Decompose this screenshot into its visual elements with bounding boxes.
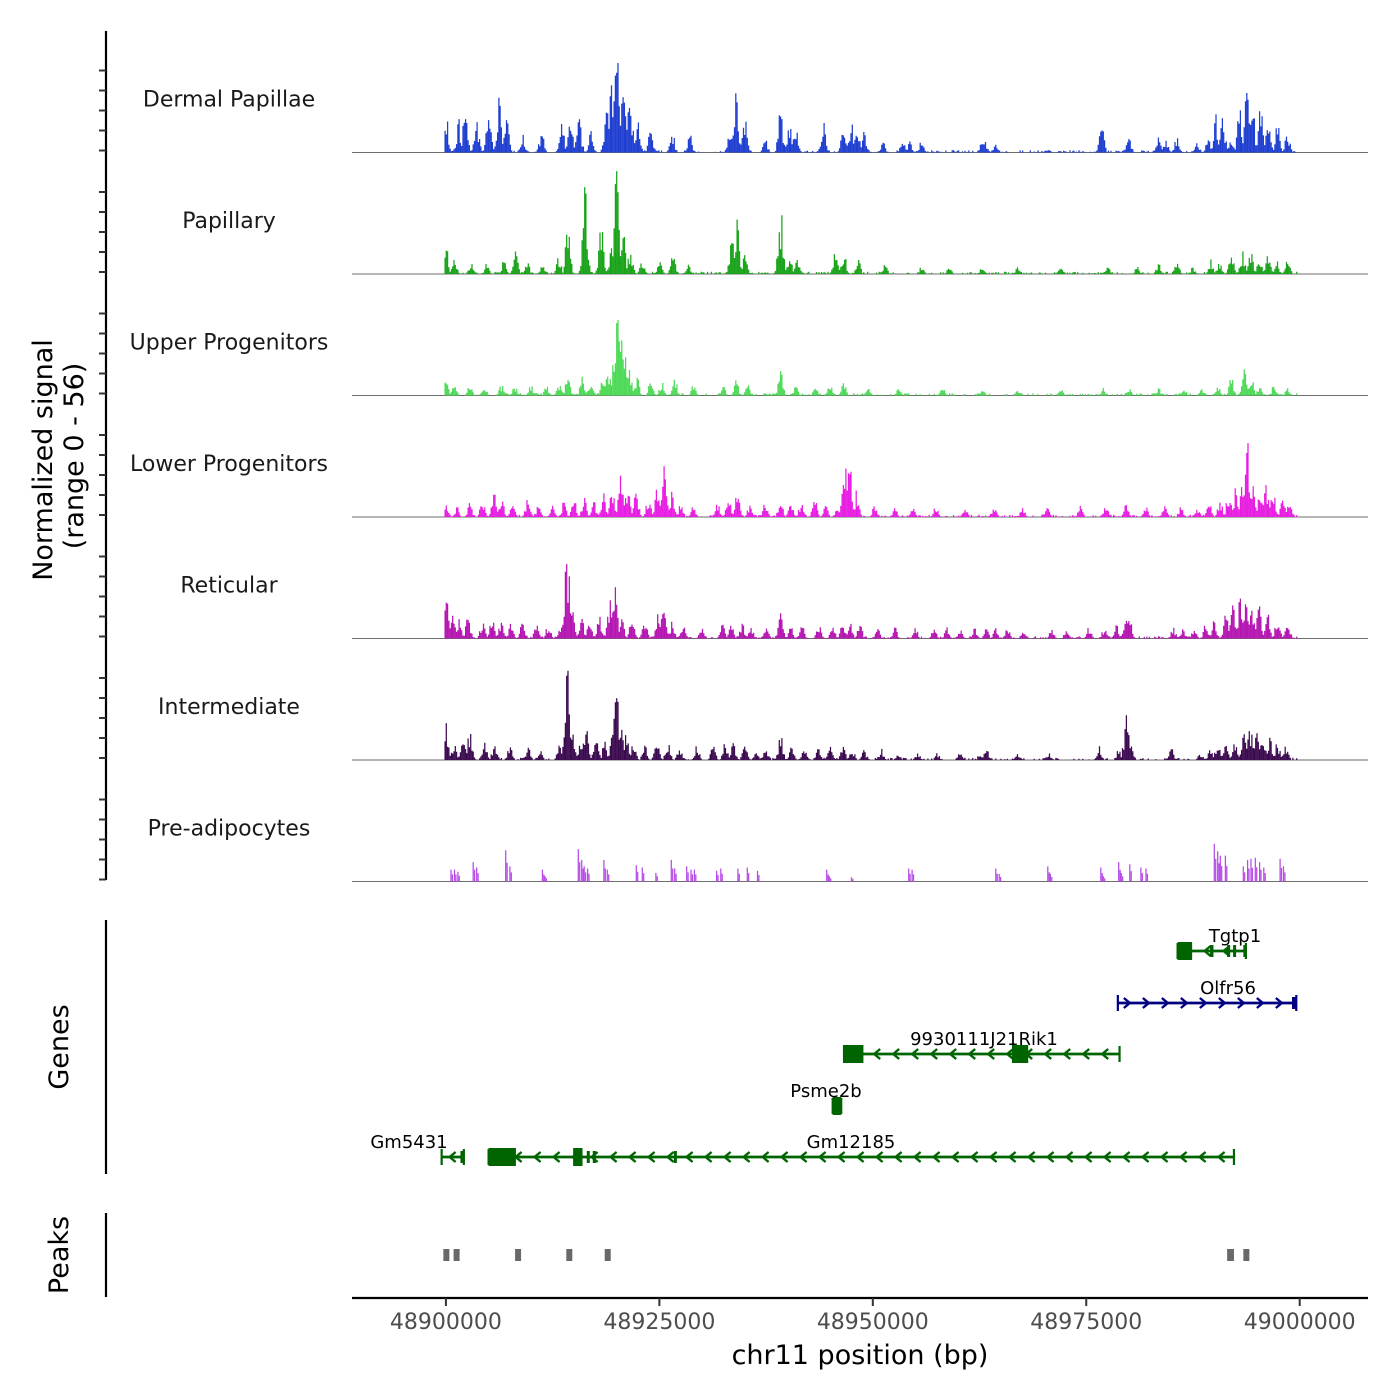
track-label: Pre-adipocytes bbox=[148, 817, 311, 842]
coverage-y-label-line1: Normalized signal bbox=[28, 339, 59, 581]
gene-exon bbox=[1210, 945, 1214, 957]
coverage-tracks: Dermal Papillae Papillary Upper Progenitor… bbox=[130, 63, 1368, 882]
coverage-track: Pre-adipocytes bbox=[148, 817, 1368, 882]
gene-model: Olfr56 bbox=[1116, 978, 1298, 1011]
gene-exon bbox=[832, 1097, 842, 1115]
x-tick-label: 48950000 bbox=[817, 1310, 929, 1335]
gene-label: 9930111J21Rik1 bbox=[910, 1029, 1058, 1050]
coverage-track: Upper Progenitors bbox=[130, 319, 1368, 396]
track-label: Intermediate bbox=[158, 695, 300, 720]
gene-exon bbox=[1233, 945, 1237, 957]
gene-model: Tgtp1 bbox=[1176, 926, 1261, 960]
peak-region bbox=[604, 1249, 611, 1261]
strand-arrows bbox=[1123, 997, 1284, 1009]
coverage-track: Intermediate bbox=[158, 670, 1368, 761]
x-tick-label: 48925000 bbox=[603, 1310, 715, 1335]
peak-region bbox=[566, 1249, 573, 1261]
peak-region bbox=[443, 1249, 450, 1261]
x-axis-label: chr11 position (bp) bbox=[732, 1340, 989, 1371]
x-axis: 48900000 48925000 48950000 48975000 49000000… bbox=[352, 1296, 1368, 1371]
gene-model: Gm5431 bbox=[370, 1132, 465, 1165]
gene-exon bbox=[842, 1045, 864, 1063]
coverage-y-label-line2: (range 0 - 56) bbox=[59, 363, 90, 550]
coverage-signal bbox=[444, 63, 1297, 153]
coverage-signal bbox=[444, 564, 1298, 639]
gene-models: Tgtp1 Olfr56 9930111J21Rik1 Psme2b Gm5431 Gm1… bbox=[370, 926, 1298, 1166]
x-tick-label: 48900000 bbox=[390, 1310, 502, 1335]
coverage-signal bbox=[444, 171, 1298, 274]
coverage-signal bbox=[444, 443, 1298, 517]
gene-exon bbox=[488, 1148, 516, 1166]
peak-region bbox=[1227, 1249, 1234, 1261]
peaks-title: Peaks bbox=[44, 1216, 75, 1294]
track-label: Reticular bbox=[180, 574, 278, 599]
gene-exon bbox=[1227, 945, 1231, 957]
gene-exon bbox=[1011, 1045, 1029, 1063]
gene-exon bbox=[1243, 945, 1247, 957]
gene-exon bbox=[573, 1148, 583, 1166]
peak-regions bbox=[443, 1249, 1250, 1261]
gene-exon bbox=[586, 1151, 590, 1163]
strand-arrows bbox=[447, 1151, 457, 1163]
gene-label: Gm12185 bbox=[807, 1132, 896, 1153]
coverage-track: Lower Progenitors bbox=[130, 443, 1368, 518]
x-tick-label: 48975000 bbox=[1030, 1310, 1142, 1335]
coverage-track: Papillary bbox=[182, 171, 1368, 275]
peak-region bbox=[453, 1249, 460, 1261]
gene-exon bbox=[1177, 942, 1193, 960]
track-label: Upper Progenitors bbox=[130, 331, 329, 356]
gene-exon bbox=[460, 1151, 464, 1163]
gene-label: Tgtp1 bbox=[1208, 926, 1261, 947]
x-tick-label: 49000000 bbox=[1244, 1310, 1356, 1335]
coverage-track: Reticular bbox=[180, 564, 1368, 639]
genes-title: Genes bbox=[44, 1004, 75, 1089]
track-label: Papillary bbox=[182, 209, 276, 234]
coverage-track: Dermal Papillae bbox=[143, 63, 1368, 153]
gene-label: Psme2b bbox=[790, 1081, 861, 1102]
x-ticks: 48900000 48925000 48950000 48975000 49000000 bbox=[390, 1298, 1356, 1335]
genes-panel: Genes Tgtp1 Olfr56 9930111J21Rik1 Psme2b Gm5… bbox=[44, 920, 1298, 1174]
peaks-panel: Peaks bbox=[44, 1213, 1250, 1297]
gene-exon bbox=[1292, 997, 1297, 1009]
gene-model: Gm12185 bbox=[487, 1132, 1236, 1166]
track-label: Dermal Papillae bbox=[143, 88, 315, 113]
coverage-signal bbox=[444, 670, 1298, 760]
gene-label: Olfr56 bbox=[1200, 978, 1256, 999]
coverage-signal bbox=[444, 319, 1298, 396]
coverage-panel: Normalized signal (range 0 - 56) Dermal … bbox=[28, 31, 1368, 882]
coverage-signal bbox=[450, 843, 1286, 882]
gene-model: 9930111J21Rik1 bbox=[842, 1029, 1121, 1063]
gene-label: Gm5431 bbox=[370, 1132, 447, 1153]
track-label: Lower Progenitors bbox=[130, 452, 328, 477]
gene-exon bbox=[673, 1151, 677, 1163]
peak-region bbox=[1243, 1249, 1250, 1261]
coverage-y-ticks bbox=[99, 69, 106, 881]
gene-exon bbox=[592, 1151, 596, 1163]
gene-model: Psme2b bbox=[790, 1081, 862, 1115]
peak-region bbox=[515, 1249, 522, 1261]
